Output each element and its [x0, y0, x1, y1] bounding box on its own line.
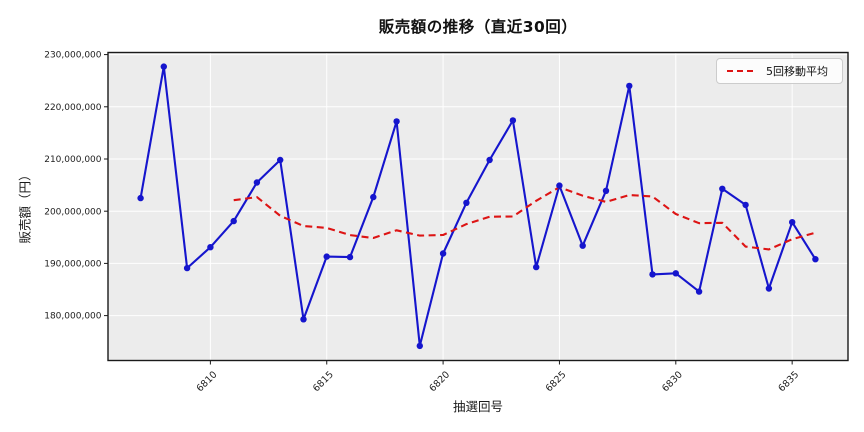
data-point-marker — [370, 193, 377, 201]
data-point-marker — [812, 256, 819, 263]
moving-average-line — [233, 186, 816, 251]
data-point-marker — [207, 244, 214, 251]
chart-title: 販売額の推移（直近30回） — [378, 18, 578, 36]
data-point-marker — [393, 118, 400, 125]
data-point-marker — [439, 250, 447, 257]
x-tick-label: 6830 — [660, 369, 685, 394]
legend: 5回移動平均 — [716, 58, 843, 84]
x-tick-label: 6815 — [311, 369, 336, 394]
y-axis-label: 販売額（円） — [17, 168, 33, 244]
data-point-marker — [253, 179, 261, 186]
data-point-marker — [789, 219, 796, 226]
data-point-marker — [486, 156, 493, 164]
data-point-marker — [579, 242, 586, 249]
data-point-marker — [230, 217, 237, 225]
data-point-marker — [626, 82, 633, 90]
data-point-marker — [765, 285, 773, 292]
data-point-marker — [346, 253, 354, 261]
data-point-marker — [672, 270, 679, 277]
x-tick-label: 6835 — [776, 369, 801, 394]
data-point-marker — [137, 194, 144, 202]
data-point-marker — [556, 182, 563, 189]
data-point-marker — [649, 271, 656, 278]
y-tick-label: 180,000,000 — [44, 312, 102, 322]
data-point-marker — [719, 185, 726, 192]
x-tick-label: 6825 — [544, 369, 569, 394]
sales-line — [139, 65, 817, 347]
y-tick-label: 220,000,000 — [44, 103, 102, 113]
data-point-marker — [463, 199, 470, 206]
data-point-marker — [695, 288, 703, 295]
data-point-marker — [509, 117, 517, 124]
y-tick-label: 200,000,000 — [44, 207, 102, 217]
y-tick-label: 190,000,000 — [44, 260, 102, 270]
x-tick-label: 6810 — [195, 369, 220, 394]
y-tick-label: 230,000,000 — [44, 51, 102, 61]
y-tick-label: 210,000,000 — [44, 155, 102, 165]
x-tick-label: 6820 — [427, 369, 452, 394]
data-point-marker — [300, 316, 307, 323]
legend-item-label: 5回移動平均 — [766, 65, 828, 78]
legend-dashed-line-icon — [727, 70, 757, 72]
data-point-marker — [533, 263, 540, 271]
plot-frame — [107, 51, 849, 362]
x-axis-label: 抽選回号 — [452, 399, 503, 414]
data-point-marker — [416, 342, 423, 350]
data-point-marker — [183, 264, 191, 272]
data-point-marker — [742, 201, 749, 209]
data-point-marker — [160, 63, 167, 70]
data-point-marker — [323, 253, 330, 260]
data-point-marker — [602, 187, 610, 194]
plot-background — [108, 52, 848, 361]
data-point-marker — [277, 156, 284, 164]
